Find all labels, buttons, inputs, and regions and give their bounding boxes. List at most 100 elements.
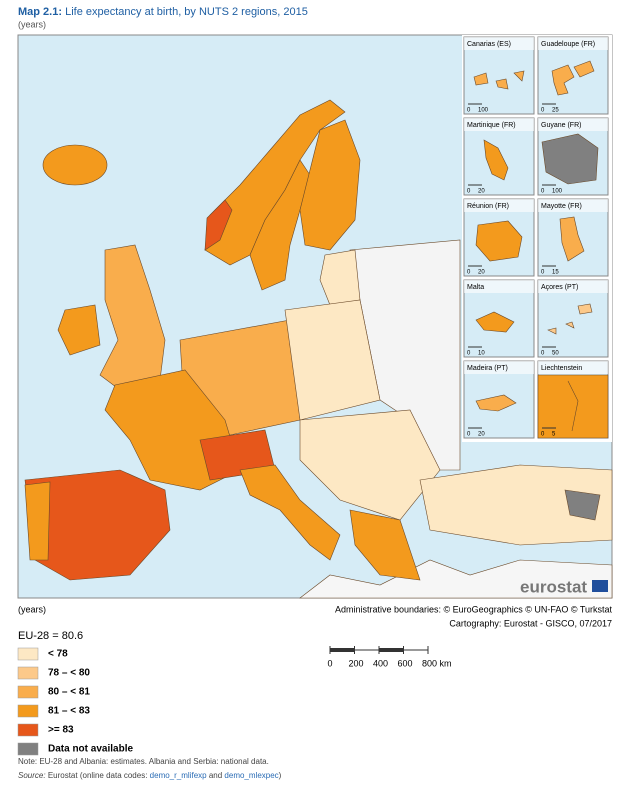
inset-label-bg [538, 199, 608, 212]
inset-land [475, 394, 517, 412]
scale-label: 200 [349, 658, 364, 668]
inset-label: Liechtenstein [541, 365, 582, 372]
inset-scale-label: 25 [552, 108, 559, 114]
note: Note: EU-28 and Albania: estimates. Alba… [18, 757, 269, 766]
inset: Malta 0 10 [463, 279, 535, 358]
legend-label: 81 – < 83 [48, 706, 90, 717]
legend-swatch [17, 704, 39, 718]
inset: Canarias (ES) 0 100 [463, 36, 535, 115]
region [349, 509, 421, 581]
scale-bar: 0 200 400 600 800 km [327, 646, 452, 668]
inset-label: Guadeloupe (FR) [541, 41, 595, 48]
inset-scale-label: 0 [467, 270, 471, 276]
legend-label: Data not available [48, 744, 133, 755]
logo: eurostat [520, 577, 587, 596]
inset-scale-label: 0 [467, 351, 471, 357]
inset-label-bg [464, 37, 534, 50]
region [419, 464, 613, 546]
inset-label-bg [464, 199, 534, 212]
inset-scale-label: 15 [552, 270, 559, 276]
inset-land [547, 303, 593, 335]
region [239, 464, 341, 561]
inset: Madeira (PT) 0 20 [463, 360, 535, 439]
inset-label: Canarias (ES) [467, 41, 511, 48]
inset-label: Martinique (FR) [467, 122, 516, 129]
legend-unit: (years) [18, 604, 46, 614]
inset-label: Guyane (FR) [541, 122, 581, 129]
source-label: Source: [18, 771, 46, 780]
inset-land [537, 374, 609, 439]
land-nonreported [299, 559, 613, 599]
scale-label: 800 km [422, 658, 452, 668]
insets: Canarias (ES) 0 100 Guadeloupe (FR) 0 25 Marti… [463, 36, 609, 439]
credit: Administrative boundaries: © EuroGeograp… [335, 604, 613, 614]
inset-scale-label: 0 [467, 189, 471, 195]
title: Map 2.1: Life expectancy at birth, by NU… [18, 6, 308, 18]
legend-label: >= 83 [48, 725, 74, 736]
inset-land [475, 220, 523, 262]
credit: Cartography: Eurostat - GISCO, 07/2017 [449, 618, 612, 628]
inset-scale-label: 20 [478, 432, 485, 438]
region [42, 144, 108, 186]
inset-label-bg [464, 361, 534, 374]
region [204, 199, 233, 251]
region [299, 119, 361, 251]
legend-swatch [17, 666, 39, 680]
inset: Mayotte (FR) 0 15 [537, 198, 609, 277]
inset: Martinique (FR) 0 20 [463, 117, 535, 196]
inset-land [551, 60, 595, 96]
inset-label: Réunion (FR) [467, 203, 509, 210]
region [24, 469, 171, 581]
source-code[interactable]: demo_r_mlifexp [150, 771, 207, 780]
legend-label: 78 – < 80 [48, 668, 90, 679]
inset-scale-label: 20 [478, 270, 485, 276]
scale-label: 400 [373, 658, 388, 668]
inset-scale-label: 0 [467, 108, 471, 114]
inset-scale-label: 0 [541, 432, 545, 438]
scale-label: 600 [398, 658, 413, 668]
scale-label: 0 [327, 658, 332, 668]
legend-label: < 78 [48, 649, 68, 660]
legend-label: 80 – < 81 [48, 687, 90, 698]
inset-scale-label: 0 [541, 270, 545, 276]
eu-average: EU-28 = 80.6 [18, 630, 83, 642]
subtitle: (years) [18, 19, 46, 29]
source-text: ) [279, 771, 282, 780]
region [564, 489, 601, 521]
inset-label-bg [538, 280, 608, 293]
inset-scale-label: 20 [478, 189, 485, 195]
inset-label-bg [464, 280, 534, 293]
legend-swatch [17, 723, 39, 737]
inset: Açores (PT) 0 50 [537, 279, 609, 358]
legend-swatch [17, 742, 39, 756]
scale-seg [379, 648, 404, 652]
eu-flag [592, 580, 608, 592]
inset-land [559, 216, 585, 262]
source-code[interactable]: demo_mlexpec [224, 771, 278, 780]
legend: < 78 78 – < 80 80 – < 81 81 – < 83 >= 83 Data… [17, 647, 133, 756]
inset-scale-label: 50 [552, 351, 559, 357]
inset: Guyane (FR) 0 100 [537, 117, 609, 196]
scale-seg [330, 648, 355, 652]
inset-label: Madeira (PT) [467, 365, 508, 372]
inset: Guadeloupe (FR) 0 25 [537, 36, 609, 115]
inset-land [483, 139, 509, 181]
region [284, 299, 381, 421]
title-prefix: Map 2.1: [18, 6, 62, 18]
region [57, 304, 101, 356]
inset-label: Açores (PT) [541, 284, 578, 291]
inset: Réunion (FR) 0 20 [463, 198, 535, 277]
inset-land [541, 133, 599, 185]
inset-label: Mayotte (FR) [541, 203, 582, 210]
inset-scale-label: 0 [541, 351, 545, 357]
inset-label-bg [464, 118, 534, 131]
inset: Liechtenstein 0 5 [537, 360, 609, 439]
inset-scale-label: 100 [478, 108, 489, 114]
inset-label: Malta [467, 284, 484, 291]
inset-scale-label: 0 [541, 108, 545, 114]
inset-scale-label: 5 [552, 432, 556, 438]
source: Source: Eurostat (online data codes: dem… [18, 771, 282, 780]
legend-swatch [17, 685, 39, 699]
source-text: and [209, 771, 222, 780]
region [24, 481, 51, 561]
